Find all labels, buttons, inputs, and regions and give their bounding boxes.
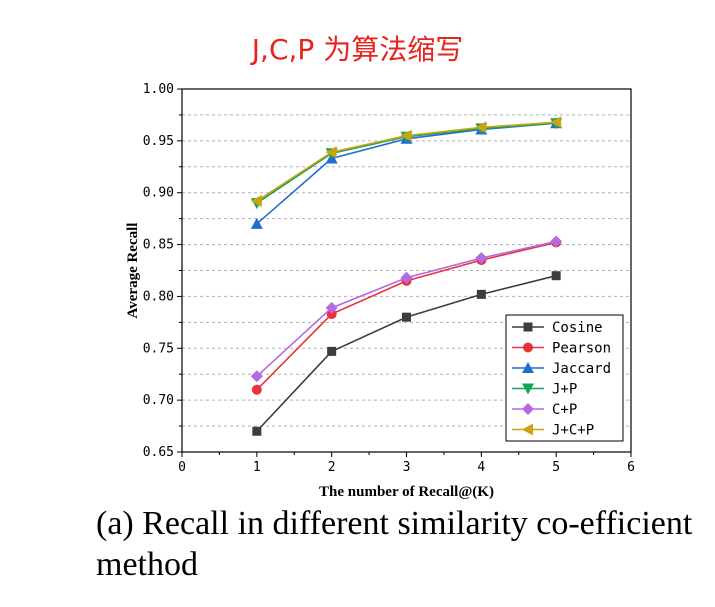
legend-marker-j-c-p [522, 423, 533, 436]
series-j-p [250, 118, 563, 210]
x-tick-label: 6 [627, 460, 635, 475]
data-point-c-p [325, 301, 338, 314]
x-tick-label: 4 [477, 460, 485, 475]
series-j-c-p [250, 116, 562, 208]
legend-marker-cosine [523, 322, 533, 332]
legend-label-cosine: Cosine [552, 320, 603, 336]
data-point-cosine [402, 312, 411, 322]
legend-label-pearson: Pearson [552, 341, 611, 357]
legend: Cosine Pearson Jaccard J+P C+P J+C+P [505, 314, 624, 442]
annotation-text: J,C,P 为算法缩写 [251, 33, 464, 66]
data-point-j-c-p [250, 195, 262, 208]
legend-box [505, 314, 624, 442]
y-tick-label: 0.95 [143, 134, 174, 149]
y-tick-label: 0.75 [143, 341, 174, 356]
y-tick-label: 0.85 [143, 238, 174, 253]
legend-label-j-p: J+P [552, 382, 577, 398]
y-tick-label: 1.00 [143, 82, 174, 97]
data-point-j-c-p [550, 116, 562, 129]
legend-marker-c-p [522, 403, 534, 415]
figure-caption: (a) Recall in different similarity co-ef… [96, 505, 693, 583]
data-point-pearson [251, 384, 262, 395]
data-point-j-c-p [325, 146, 337, 159]
x-tick-label: 5 [552, 460, 560, 475]
x-tick-label: 3 [403, 460, 411, 475]
data-point-c-p [250, 370, 263, 383]
data-point-c-p [475, 252, 488, 265]
data-point-j-c-p [400, 129, 412, 142]
legend-marker-jaccard [522, 362, 534, 373]
x-tick-label: 0 [178, 460, 186, 475]
series-cosine [252, 271, 561, 436]
data-point-c-p [550, 235, 563, 248]
y-tick-label: 0.90 [143, 186, 174, 201]
y-tick-label: 0.70 [143, 393, 174, 408]
data-point-cosine [252, 426, 262, 436]
data-point-c-p [400, 271, 413, 284]
y-axis-title: Average Recall [125, 223, 141, 319]
line-chart: 0.65 0.70 0.75 0.80 0.85 0.90 0.95 1.00 0 1 2 3 4 5 6 T… [125, 82, 635, 500]
data-point-pearson [326, 309, 337, 320]
data-point-cosine [327, 346, 337, 356]
legend-label-c-p: C+P [552, 402, 577, 418]
data-point-jaccard [250, 217, 263, 229]
series-c-p [250, 235, 563, 383]
y-tick-label: 0.65 [143, 445, 174, 460]
x-axis-title: The number of Recall@(K) [319, 484, 494, 500]
x-tick-label: 2 [328, 460, 336, 475]
legend-marker-j-p [522, 383, 534, 395]
legend-label-jaccard: Jaccard [552, 361, 611, 377]
data-point-cosine [476, 289, 486, 299]
legend-label-j-c-p: J+C+P [552, 423, 594, 439]
data-point-cosine [551, 271, 561, 281]
y-tick-label: 0.80 [143, 289, 174, 304]
x-tick-label: 1 [253, 460, 261, 475]
legend-marker-pearson [523, 342, 533, 353]
data-point-j-c-p [475, 121, 487, 134]
